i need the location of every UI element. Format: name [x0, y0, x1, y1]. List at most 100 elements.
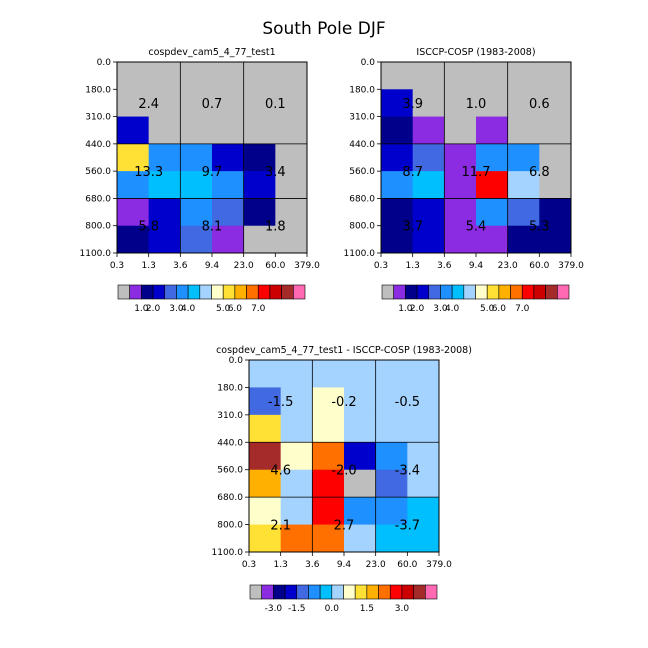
heatmap-cell	[507, 62, 540, 90]
heatmap-cell	[407, 497, 440, 525]
heatmap-cell	[507, 225, 540, 254]
heatmap-cell	[275, 225, 308, 254]
heatmap-cell	[280, 414, 313, 443]
y-tick-label: 800.0	[349, 222, 375, 232]
colorbar-swatch	[164, 284, 177, 300]
heatmap-cell	[243, 198, 276, 227]
heatmap-cell	[280, 360, 313, 388]
heatmap-cell	[344, 360, 377, 388]
colorbar-swatch	[141, 284, 154, 300]
colorbar-swatch	[319, 584, 333, 600]
group-value-label: 2.1	[270, 519, 291, 534]
group-value-label: 1.8	[265, 220, 286, 235]
x-tick-label: 1.3	[274, 560, 288, 570]
heatmap-cell	[407, 360, 440, 388]
group-value-label: 5.3	[529, 220, 550, 235]
heatmap-cell	[275, 143, 308, 172]
y-tick-label: 440.0	[85, 140, 111, 150]
heatmap-cell	[180, 89, 213, 117]
heatmap-cell	[180, 171, 213, 199]
heatmap-cell	[243, 143, 276, 172]
colorbar-swatch	[152, 284, 166, 300]
y-tick-label: 180.0	[349, 85, 375, 95]
heatmap-cell	[476, 62, 509, 90]
y-tick-label: 680.0	[349, 194, 375, 204]
group-value-label: 8.1	[202, 220, 223, 235]
colorbar-swatch	[129, 284, 142, 300]
x-tick-label: 9.4	[205, 261, 220, 271]
x-tick-label: 3.6	[305, 560, 320, 570]
heatmap-cell	[312, 414, 345, 443]
heatmap-cell	[476, 116, 509, 145]
heatmap-cell	[375, 469, 408, 498]
colorbar-swatch	[463, 284, 476, 300]
heatmap-cell	[407, 414, 440, 443]
x-tick-label: 9.4	[337, 560, 352, 570]
heatmap-cell	[476, 171, 509, 199]
heatmap-cell	[539, 171, 572, 199]
colorbar-swatch	[545, 284, 558, 300]
colorbar-label: 7.0	[251, 304, 266, 314]
x-tick-label: 0.3	[110, 261, 124, 271]
colorbar-swatch	[389, 584, 403, 600]
heatmap-cell	[381, 116, 414, 145]
heatmap-cell	[412, 62, 445, 90]
heatmap-cell	[243, 62, 276, 90]
y-tick-label: 0.0	[97, 58, 112, 68]
colorbar-swatch	[498, 284, 511, 300]
x-tick-label: 379.0	[426, 560, 452, 570]
colorbar-swatch	[211, 284, 224, 300]
heatmap-cell	[275, 116, 308, 145]
colorbar-swatch	[234, 284, 247, 300]
heatmap-cell	[243, 225, 276, 254]
x-tick-label: 0.3	[242, 560, 256, 570]
heatmap-cell	[312, 524, 345, 553]
y-tick-label: 1100.0	[212, 548, 244, 558]
heatmap-cell	[280, 524, 313, 553]
heatmap-cell	[539, 198, 572, 227]
heatmap-cell	[507, 171, 540, 199]
colorbar-swatch	[296, 584, 309, 600]
heatmap-cell	[344, 497, 377, 525]
colorbar-swatch	[425, 584, 438, 600]
colorbar-swatch	[343, 584, 356, 600]
group-value-label: 4.6	[270, 464, 291, 479]
group-value-label: 3.7	[402, 220, 423, 235]
heatmap-cell	[249, 469, 282, 498]
colorbar-swatch	[401, 584, 414, 600]
heatmap-cell	[212, 225, 245, 254]
heatmap-panel-2: ISCCP-COSP (1983-2008) 3.9 1.0 0.6 8.7 11.7 6.…	[344, 47, 585, 314]
panel-title: cospdev_cam5_4_77_test1	[148, 47, 275, 58]
colorbar-swatch	[521, 284, 535, 300]
heatmap-cell	[249, 387, 282, 416]
colorbar-swatch	[381, 284, 394, 300]
colorbar-swatch	[378, 584, 391, 600]
group-value-label: 1.0	[466, 97, 487, 112]
colorbar-label: 6.0	[492, 304, 507, 314]
x-tick-label: 23.0	[234, 261, 254, 271]
y-tick-label: 560.0	[217, 466, 243, 476]
heatmap-cell	[275, 89, 308, 117]
heatmap-cell	[180, 198, 213, 227]
colorbar-swatch	[557, 284, 570, 300]
main-title: South Pole DJF	[262, 19, 385, 39]
heatmap-cell	[117, 116, 150, 145]
heatmap-cell	[344, 524, 377, 553]
heatmap-cell	[381, 198, 414, 227]
y-tick-label: 310.0	[85, 113, 111, 123]
colorbar-label: 2.0	[146, 304, 161, 314]
colorbar-swatch	[187, 284, 201, 300]
heatmap-cell	[407, 524, 440, 553]
colorbar-swatch	[117, 284, 130, 300]
heatmap-cell	[381, 225, 414, 254]
heatmap-cell	[280, 442, 313, 471]
heatmap-cell	[407, 387, 440, 416]
heatmap-cell	[148, 143, 181, 172]
x-tick-label: 9.4	[469, 261, 484, 271]
x-tick-label: 1.3	[406, 261, 420, 271]
heatmap-cell	[148, 171, 181, 199]
heatmap-cell	[444, 198, 477, 227]
heatmap-cell	[117, 89, 150, 117]
colorbar-swatch	[475, 284, 488, 300]
heatmap-cell	[412, 143, 445, 172]
